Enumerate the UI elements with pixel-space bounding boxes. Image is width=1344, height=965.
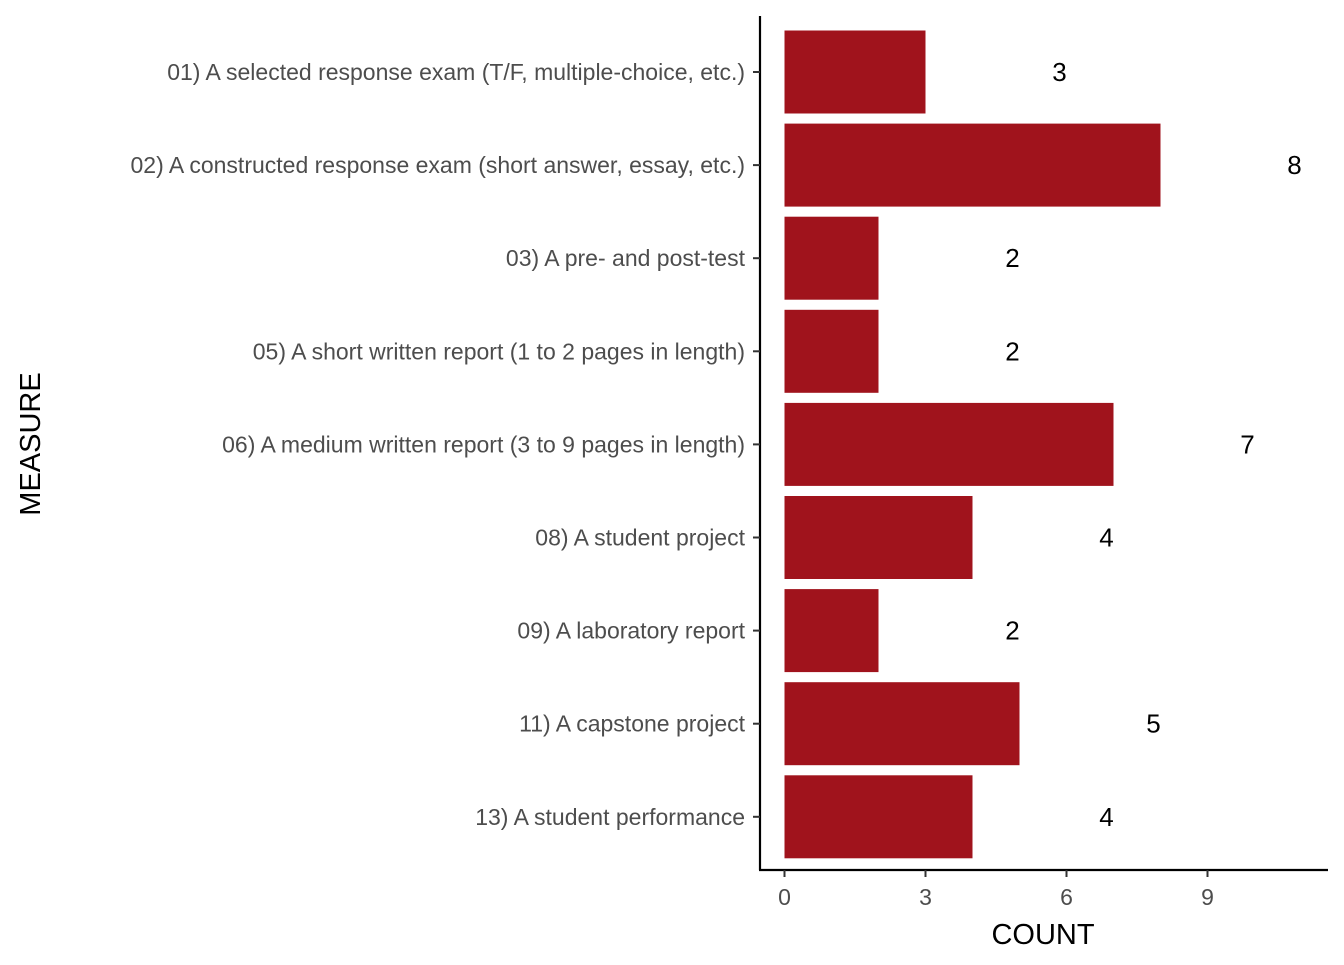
category-label-8: 11) A capstone project [519,711,745,737]
bar-9 [784,775,973,859]
category-label-2: 02) A constructed response exam (short a… [131,152,745,178]
x-tick-label-9: 9 [1201,884,1214,910]
bar-value-label-6: 4 [1099,523,1113,553]
category-label-3: 03) A pre- and post-test [506,245,746,271]
category-label-1: 01) A selected response exam (T/F, multi… [167,59,745,85]
category-label-7: 09) A laboratory report [517,618,745,644]
bar-value-label-3: 2 [1005,243,1019,273]
y-axis: 01) A selected response exam (T/F, multi… [131,16,762,870]
bar-4 [784,309,879,393]
bars-layer [784,30,1161,859]
bar-7 [784,589,879,673]
category-label-4: 05) A short written report (1 to 2 pages… [253,338,745,364]
x-axis: 0 3 6 9 [759,868,1328,910]
bar-value-label-9: 4 [1099,802,1113,832]
bar-value-label-2: 8 [1287,150,1301,180]
bar-6 [784,496,973,579]
x-axis-title: COUNT [991,919,1094,951]
bar-value-label-5: 7 [1240,429,1254,459]
bar-1 [784,30,926,114]
category-label-9: 13) A student performance [475,804,745,830]
bar-8 [784,682,1020,766]
category-label-6: 08) A student project [535,525,745,551]
bar-value-label-8: 5 [1146,709,1160,739]
bar-5 [784,402,1114,486]
bar-2 [784,123,1161,207]
x-tick-label-3: 3 [919,884,932,910]
bar-value-label-7: 2 [1005,616,1019,646]
x-tick-label-6: 6 [1060,884,1073,910]
bar-3 [784,216,879,300]
y-axis-title: MEASURE [15,372,47,515]
bar-value-label-1: 3 [1052,57,1066,87]
x-tick-label-0: 0 [778,884,791,910]
bar-value-label-4: 2 [1005,336,1019,366]
value-labels-layer: 3 8 2 2 7 4 2 5 4 [1005,57,1301,832]
category-label-5: 06) A medium written report (3 to 9 page… [222,431,745,457]
